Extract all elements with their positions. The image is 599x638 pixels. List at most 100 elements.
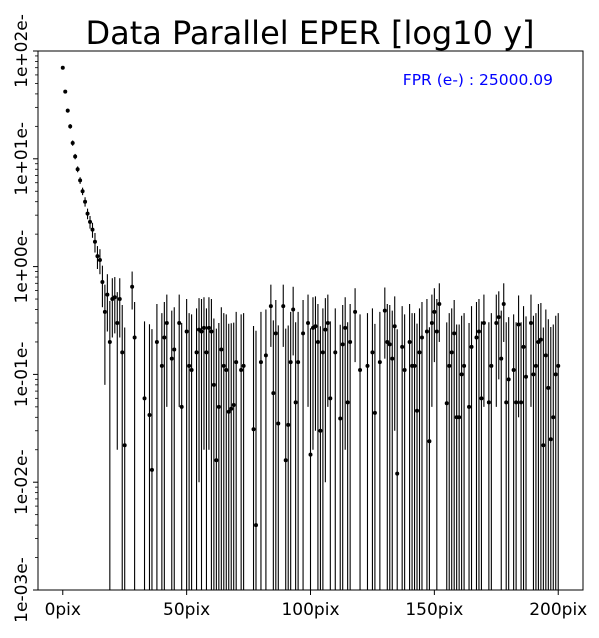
data-point <box>211 382 216 387</box>
data-point <box>447 363 452 368</box>
data-point <box>102 309 107 314</box>
data-point <box>162 335 167 340</box>
data-point <box>444 401 449 406</box>
data-point <box>229 406 234 411</box>
data-point <box>427 439 432 444</box>
data-point <box>271 391 276 396</box>
data-point <box>142 396 147 401</box>
data-point <box>254 523 258 528</box>
data-point <box>283 458 288 463</box>
data-point <box>63 89 68 94</box>
data-point <box>452 331 457 336</box>
data-point <box>105 292 110 297</box>
data-point <box>293 400 298 405</box>
data-point <box>258 360 263 365</box>
data-point <box>474 335 479 340</box>
data-point <box>73 154 78 159</box>
data-point <box>553 372 558 377</box>
data-point <box>194 350 199 355</box>
data-point <box>328 396 333 401</box>
data-point <box>533 363 538 368</box>
data-point <box>120 350 125 355</box>
data-point <box>268 304 273 309</box>
x-tick-label: 50pix <box>163 600 210 620</box>
data-point <box>204 350 209 355</box>
data-point <box>214 458 219 463</box>
data-point <box>306 320 311 325</box>
data-point <box>313 324 318 329</box>
data-point <box>291 307 296 312</box>
data-point <box>219 347 224 352</box>
data-point <box>184 329 189 334</box>
data-point <box>301 331 306 336</box>
data-point <box>85 211 90 216</box>
data-point <box>511 367 516 372</box>
data-point <box>494 320 499 325</box>
data-point <box>75 167 80 172</box>
data-point <box>501 301 506 306</box>
data-point <box>538 337 543 342</box>
data-point <box>358 367 363 372</box>
data-point <box>323 327 328 332</box>
data-point <box>417 350 422 355</box>
data-point <box>419 335 424 340</box>
data-point <box>122 443 127 448</box>
data-point <box>117 297 122 302</box>
data-point <box>206 325 211 330</box>
data-point <box>496 315 501 320</box>
data-point <box>415 408 420 413</box>
data-point <box>296 360 301 365</box>
data-point <box>221 363 226 368</box>
data-point <box>392 324 397 329</box>
data-point <box>340 342 345 347</box>
data-point <box>551 415 556 420</box>
data-point <box>209 329 214 334</box>
data-point <box>276 421 281 426</box>
data-point <box>241 363 246 368</box>
data-point <box>132 335 137 340</box>
data-point <box>412 363 417 368</box>
error-bars <box>62 66 559 590</box>
x-tick-label: 150pix <box>405 600 463 620</box>
y-tick-label: 1e+02e- <box>12 14 32 88</box>
data-point <box>288 360 293 365</box>
data-point <box>437 301 442 306</box>
data-point <box>234 360 239 365</box>
data-point <box>469 344 474 349</box>
data-point <box>407 339 412 344</box>
data-point <box>353 309 358 314</box>
data-point <box>476 329 481 334</box>
fpr-annotation: FPR (e-) : 25000.09 <box>403 71 553 89</box>
data-point <box>457 415 462 420</box>
data-point <box>519 400 524 405</box>
data-point <box>320 350 325 355</box>
data-point <box>164 320 169 325</box>
data-point <box>80 189 85 194</box>
data-point <box>286 422 291 427</box>
data-point <box>499 356 504 361</box>
data-point <box>390 356 395 361</box>
data-point <box>548 437 553 442</box>
data-point <box>97 258 102 263</box>
data-point <box>325 320 330 325</box>
data-point <box>216 404 221 409</box>
plot-area <box>37 50 584 591</box>
data-markers <box>60 65 561 528</box>
data-point <box>177 320 182 325</box>
data-point <box>179 404 184 409</box>
data-point <box>224 367 229 372</box>
data-point <box>489 363 494 368</box>
data-point <box>521 344 526 349</box>
data-point <box>90 227 95 232</box>
data-point <box>402 367 407 372</box>
x-axis: 0pix 50pix 100pix 150pix 200pix <box>45 590 587 620</box>
data-point <box>239 367 244 372</box>
data-point <box>159 363 164 368</box>
data-point <box>345 400 350 405</box>
data-point <box>516 322 521 327</box>
data-point <box>107 339 112 344</box>
data-point <box>273 331 278 336</box>
data-point <box>514 400 519 405</box>
data-point <box>281 304 286 309</box>
data-point <box>189 367 194 372</box>
